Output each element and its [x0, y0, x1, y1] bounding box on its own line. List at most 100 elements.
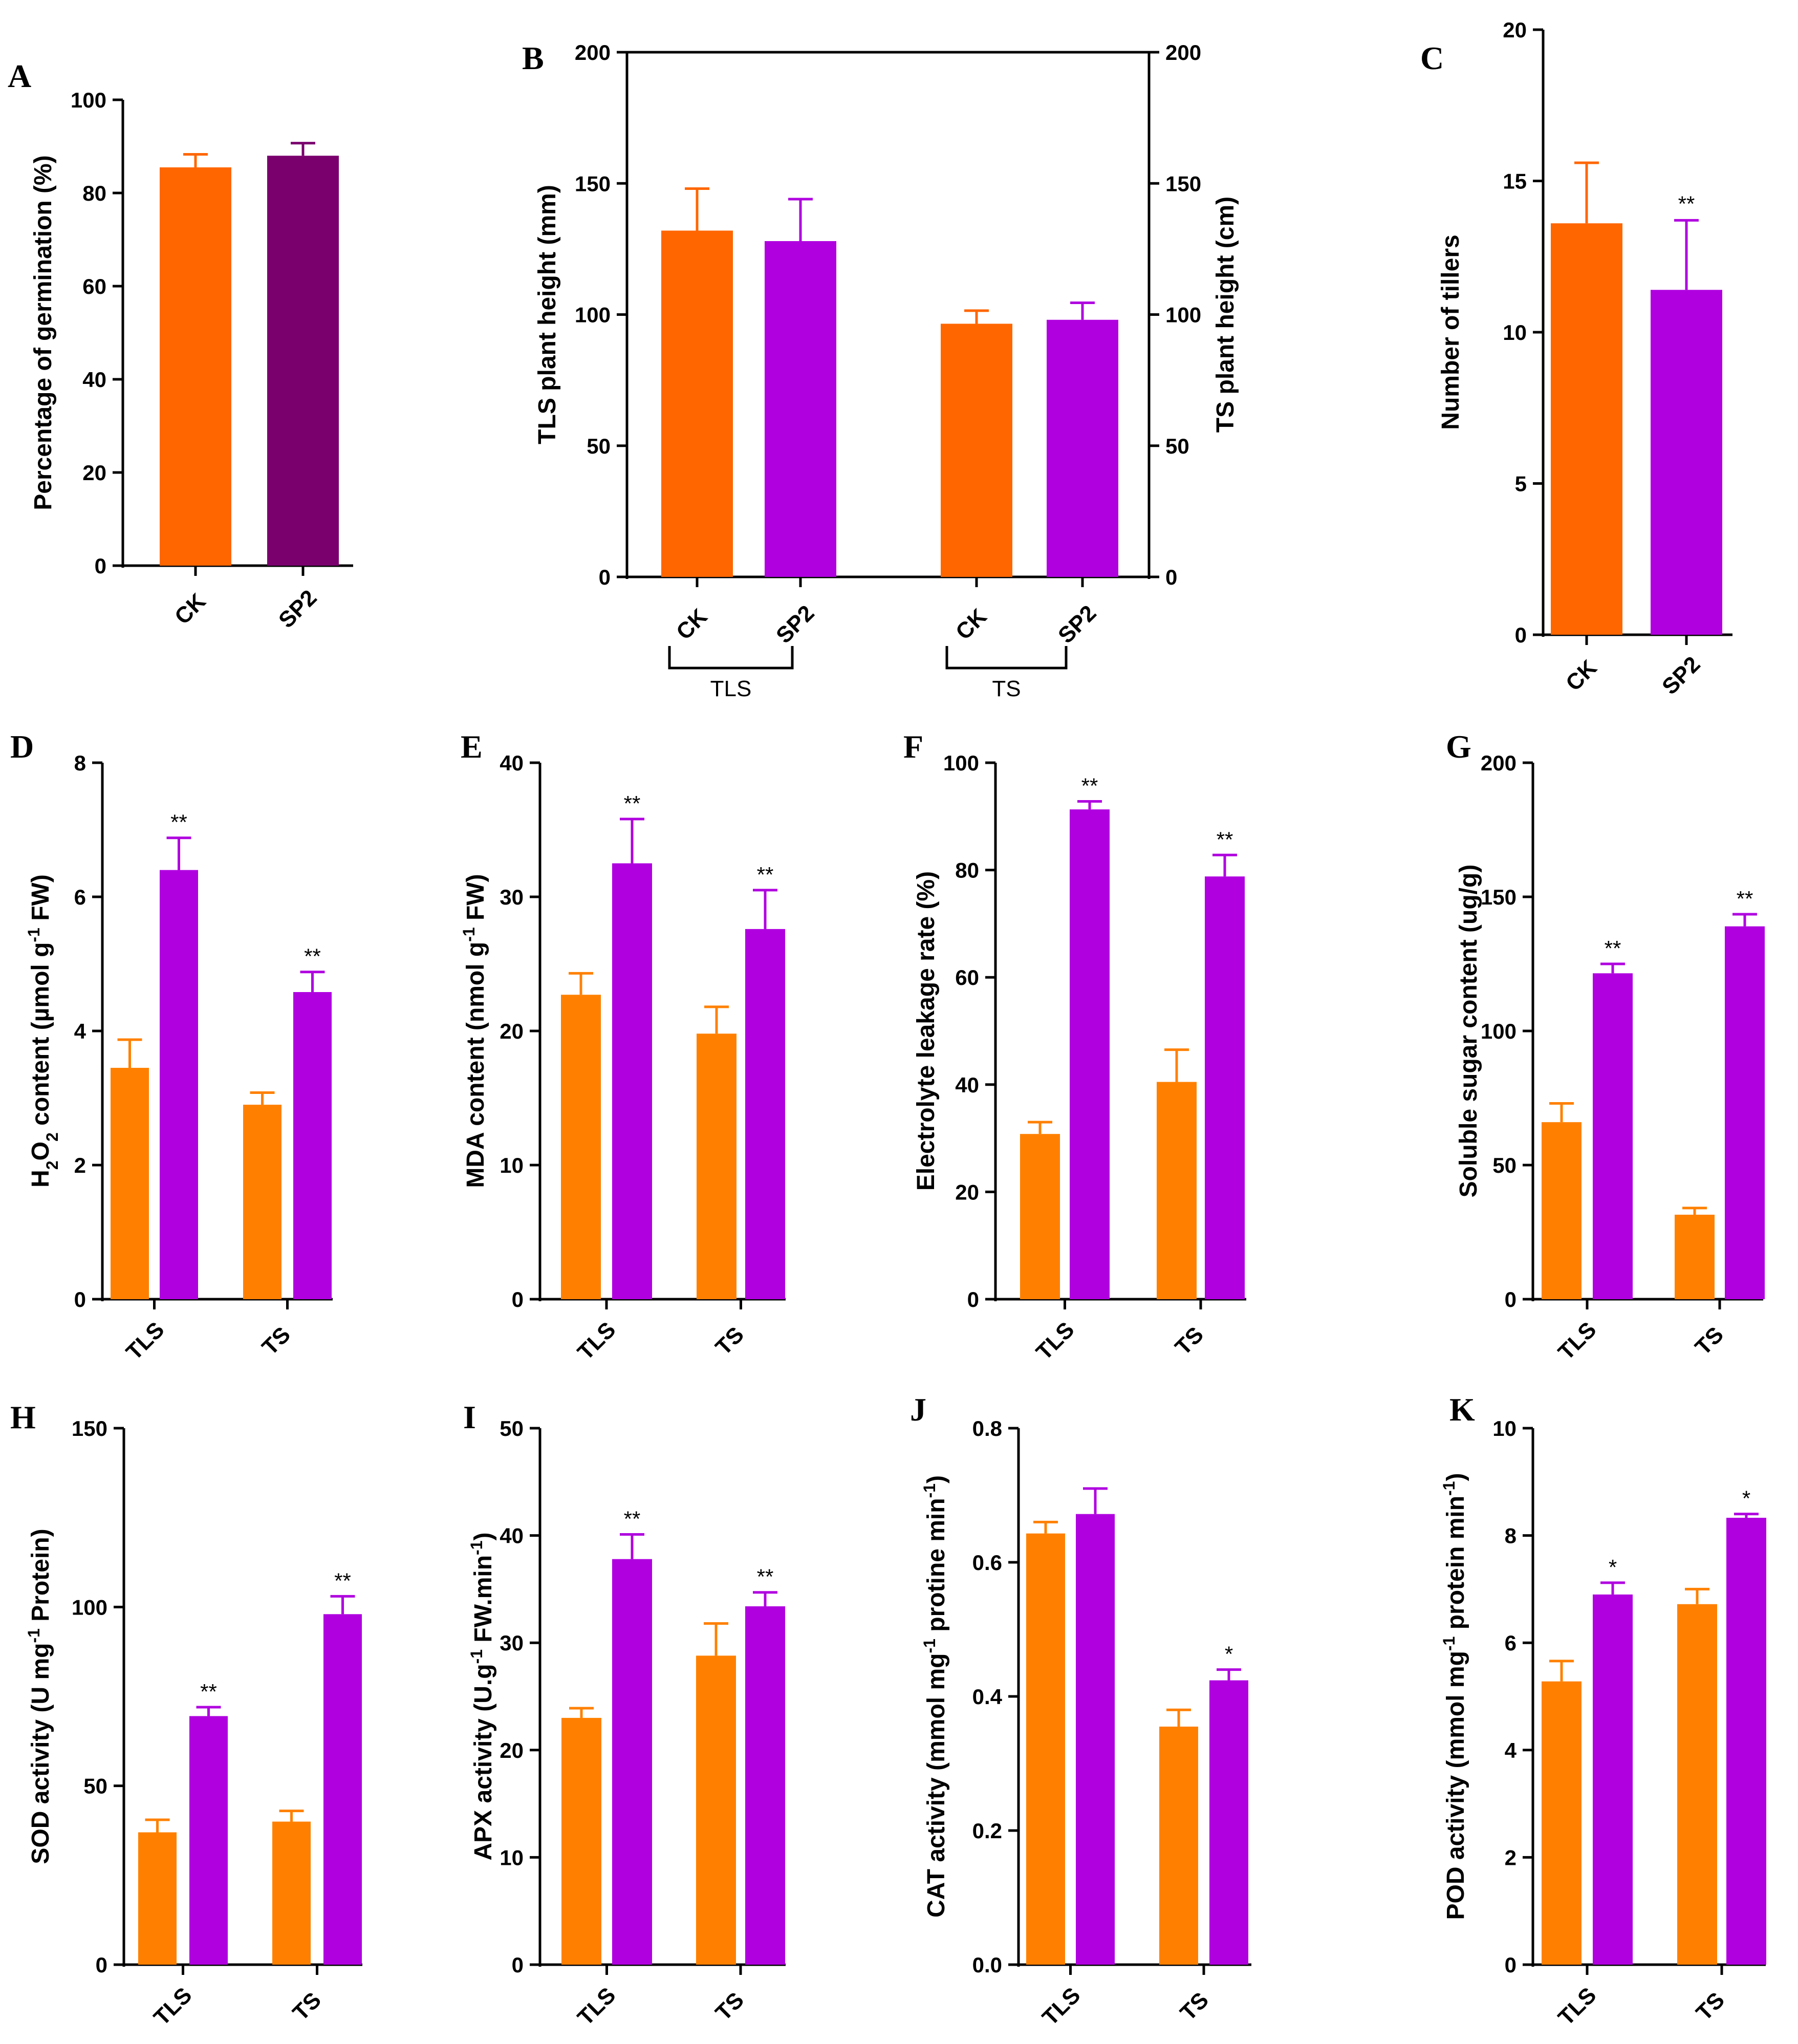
y-tick-label: 20: [955, 1180, 979, 1204]
y-axis-title: Electrolyte leakage rate (%): [913, 871, 940, 1191]
x-tick-label: TLS: [121, 1317, 169, 1365]
panel-letter: B: [522, 40, 544, 76]
y-tick-label: 20: [82, 461, 106, 485]
x-tick-label: CK: [1561, 655, 1602, 696]
y-axis-title-part: -1: [25, 1628, 43, 1643]
y-tick-label: 0: [1515, 623, 1527, 647]
y-tick-label: 0: [1505, 1953, 1517, 1977]
y-axis-title: TLS plant height (mm): [534, 185, 561, 444]
panel-letter: I: [463, 1399, 476, 1435]
x-tick-label: TS: [288, 1988, 326, 2026]
panel-letter: F: [903, 728, 923, 765]
bar-ck-ts: [1159, 1726, 1198, 1965]
y-tick-label: 0.2: [972, 1819, 1002, 1843]
y-tick-label: 2: [1505, 1845, 1517, 1869]
y-axis-title-part: ): [923, 1475, 950, 1483]
y-axis-title-part: -1: [460, 927, 478, 941]
panel-letter: H: [10, 1399, 36, 1435]
y-axis-title: Percentage of germination (%): [30, 155, 57, 510]
group-label: TLS: [710, 676, 752, 701]
bar-ck-tls: [111, 1068, 149, 1299]
y-axis-title: POD activity (mmol mg-1 protein min-1): [1440, 1473, 1469, 1920]
y-tick-label: 0: [95, 554, 106, 578]
bar-sp2: [1651, 290, 1722, 635]
bar-ck: [160, 167, 231, 566]
y-tick-label: 80: [82, 181, 106, 205]
y-axis-title-part: ): [470, 1533, 497, 1541]
y-tick-label: 0: [1505, 1287, 1517, 1311]
y-tick-label: 100: [575, 303, 611, 327]
x-tick-label: TS: [711, 1988, 749, 2026]
y-tick-label: 30: [500, 885, 524, 909]
y-axis-title: Number of tillers: [1437, 234, 1464, 429]
significance-marker: **: [200, 1680, 217, 1704]
y-axis-title-part: -1: [25, 928, 43, 942]
y-tick-label: 8: [74, 751, 86, 775]
significance-marker: *: [1609, 1555, 1617, 1579]
bar-ck-ts: [697, 1034, 736, 1299]
y-tick-label: 150: [1481, 885, 1517, 909]
y-tick-label: 4: [1505, 1738, 1517, 1762]
y-tick-label: 8: [1505, 1524, 1517, 1548]
y-tick-label: 20: [500, 1019, 524, 1043]
bar-ck: [941, 324, 1012, 577]
y-tick-label: 0.6: [972, 1551, 1002, 1575]
panel-b: B 0 50 100 150 200 TLS plant height (mm) CK SP2 C…: [522, 40, 1239, 701]
x-tick-label: TS: [1692, 1988, 1729, 2026]
bar-sp2-ts: [1209, 1680, 1248, 1965]
panel-letter: K: [1449, 1391, 1475, 1428]
bar-sp2-tls: [160, 870, 198, 1299]
y-tick-label: 200: [1165, 40, 1201, 64]
bar-ck-tls: [1542, 1681, 1582, 1965]
y-tick-label: 40: [500, 751, 524, 775]
y-tick-label: 2: [74, 1153, 86, 1177]
y-axis-title-part: -1: [1440, 1481, 1458, 1495]
y-tick-label: 60: [955, 965, 979, 989]
y-tick-label: 0: [599, 565, 611, 589]
y-tick-label: 0: [967, 1287, 979, 1311]
y-tick-label: 40: [82, 368, 106, 392]
significance-marker: **: [1737, 887, 1753, 911]
significance-marker: **: [757, 1565, 774, 1589]
bar-sp2-ts: [1205, 876, 1245, 1299]
y-axis-title-part: Protein): [27, 1529, 54, 1628]
y-axis-title-part: FW): [462, 874, 489, 927]
bar-ck-ts: [696, 1655, 736, 1965]
bar-ck-tls: [1542, 1122, 1582, 1299]
panel-c: C 0 5 10 15 20 Number of tillers CK SP2 **: [1420, 18, 1732, 699]
y-tick-label: 0: [74, 1287, 86, 1311]
panel-h: H 0 50 100 150 SOD activity (U mg-1 Protein) *…: [10, 1399, 362, 2030]
y-tick-label: 80: [955, 858, 979, 883]
bar-sp2: [765, 241, 836, 577]
significance-marker: *: [1225, 1642, 1233, 1666]
y-tick-label: 10: [500, 1153, 524, 1177]
significance-marker: **: [304, 944, 321, 969]
x-tick-label: TLS: [1553, 1983, 1601, 2030]
y-tick-label: 50: [1492, 1153, 1517, 1177]
bar-ck-tls: [1026, 1533, 1065, 1965]
bar-sp2-ts: [1725, 926, 1765, 1299]
y-tick-label: 0: [1165, 565, 1177, 589]
x-tick-label: CK: [671, 604, 712, 645]
y-tick-label: 50: [500, 1416, 524, 1440]
panel-letter: G: [1446, 728, 1471, 765]
x-tick-label: SP2: [1657, 652, 1705, 699]
y-axis-title-part: ): [1442, 1473, 1469, 1481]
bar-ck: [661, 230, 733, 577]
bar-sp2-tls: [189, 1716, 228, 1965]
bar-ck: [1551, 223, 1622, 635]
bar-sp2: [267, 156, 339, 566]
bar-ck-ts: [243, 1105, 281, 1299]
bar-ck-ts: [1675, 1214, 1715, 1299]
y-axis-title: Soluble sugar content (ug/g): [1455, 865, 1482, 1198]
y-axis-title-part: FW.min: [470, 1555, 497, 1649]
bar-sp2-tls: [1593, 973, 1633, 1299]
significance-marker: **: [1081, 773, 1098, 798]
y-tick-label: 100: [1165, 303, 1201, 327]
y-tick-label: 0: [96, 1953, 107, 1977]
bar-sp2-tls: [1593, 1594, 1633, 1965]
panel-letter: E: [461, 728, 483, 765]
y-tick-label: 10: [500, 1845, 524, 1869]
y-axis-title-part: protine min: [923, 1498, 950, 1639]
